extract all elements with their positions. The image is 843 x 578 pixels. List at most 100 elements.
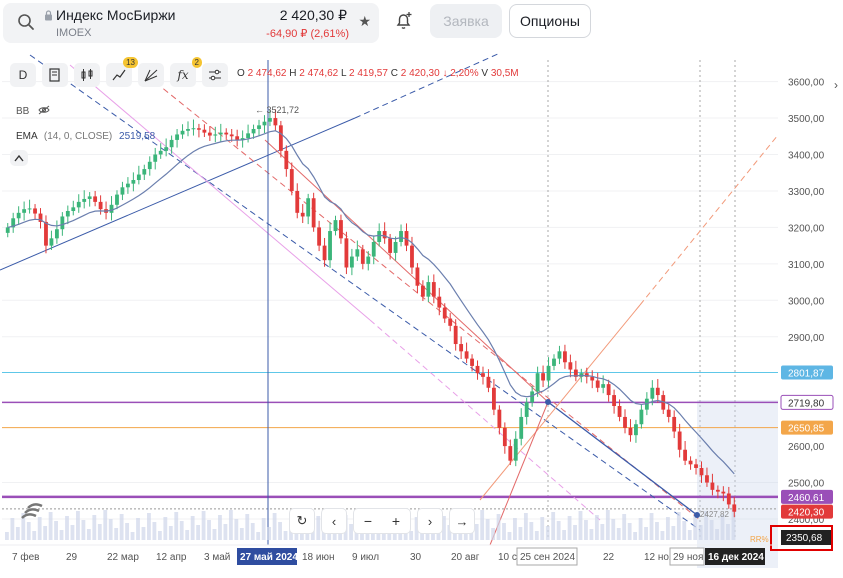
candle-body: [262, 121, 267, 126]
candle-body: [54, 229, 59, 239]
ohlc-open: 2 474,62: [247, 68, 287, 79]
star-icon[interactable]: ★: [358, 13, 371, 29]
volume-bar: [704, 511, 709, 540]
bell-plus-icon[interactable]: [393, 10, 415, 32]
volume-bar: [256, 532, 261, 540]
volume-bar: [507, 532, 512, 540]
chevron-right-icon[interactable]: ›: [834, 78, 838, 92]
candle-body: [344, 238, 349, 268]
x-axis-highlight-badge: [237, 548, 297, 565]
candle-body: [16, 212, 21, 219]
candle-body: [300, 212, 305, 217]
candle-body: [65, 210, 70, 217]
volume-bar: [349, 524, 353, 540]
interval-button[interactable]: D: [10, 63, 36, 87]
y-axis-badge: [781, 489, 833, 504]
candle-body: [136, 174, 141, 181]
volume-bar: [600, 524, 605, 540]
y-axis-badge-label: 2650,85: [788, 424, 825, 435]
candle-body: [186, 128, 190, 131]
indicators-icon[interactable]: fx 2: [170, 57, 202, 87]
candle-body: [180, 130, 185, 135]
x-tick-label: 18 июн: [302, 552, 335, 563]
candle-body: [448, 318, 453, 326]
high-annotation: ← 3521,72: [255, 105, 299, 115]
volume-bar: [108, 519, 113, 540]
candle-body: [142, 169, 147, 175]
candle-body: [317, 227, 322, 246]
ema-params: (14, 0, CLOSE): [43, 131, 113, 142]
volume-bar: [10, 518, 15, 540]
volume-bar: [37, 517, 42, 540]
scroll-right-icon[interactable]: ›: [417, 508, 443, 534]
options-button[interactable]: Опционы: [509, 4, 591, 38]
reset-icon[interactable]: ↻: [289, 508, 315, 534]
volume-bar: [212, 529, 217, 540]
candle-body: [273, 118, 278, 126]
volume-bar: [152, 522, 157, 540]
ticker-selector[interactable]: Индекс МосБиржи IMOEX 2 420,30 ₽ -64,90 …: [3, 3, 379, 43]
notes-icon[interactable]: [42, 63, 68, 87]
volume-bar: [86, 529, 91, 540]
candle-body: [382, 231, 387, 239]
ohlc-readout: O 2 474,62 H 2 474,62 L 2 419,57 C 2 420…: [237, 68, 519, 79]
candle-body: [213, 134, 218, 136]
go-to-end-icon[interactable]: →: [449, 508, 475, 534]
x-tick-label: 9 июл: [352, 552, 379, 563]
volume-bar: [545, 526, 550, 540]
settings-sliders-icon[interactable]: [202, 63, 228, 87]
volume-bar: [65, 516, 69, 540]
fib-icon[interactable]: [138, 63, 164, 87]
scroll-left-icon[interactable]: ‹: [321, 508, 347, 534]
volume-bar: [125, 523, 130, 540]
drawings-icon[interactable]: 13: [106, 57, 138, 87]
candle-body: [705, 475, 709, 483]
volume-bar: [234, 519, 239, 540]
candle-body: [328, 231, 332, 261]
candle-body: [535, 373, 540, 392]
candle-body: [552, 358, 556, 366]
volume-bar: [709, 520, 714, 540]
chevron-up-icon: [14, 154, 24, 162]
candles-icon[interactable]: [74, 63, 100, 87]
logo-stroke: [24, 508, 40, 514]
bb-label: BB: [16, 106, 30, 117]
candle-body: [175, 134, 179, 140]
candle-body: [442, 307, 447, 319]
volume-bar: [715, 529, 719, 540]
collapse-indicators-button[interactable]: [10, 150, 28, 166]
y-tick-label: 3500,00: [788, 114, 825, 125]
y-axis-badge: [781, 439, 833, 454]
x-tick-label: 7 фев: [12, 551, 39, 563]
candle-body: [655, 387, 660, 396]
candle-body: [672, 416, 677, 432]
volume-bar: [480, 510, 485, 540]
eye-hidden-icon[interactable]: [38, 105, 50, 115]
anchor-point: [694, 512, 700, 518]
y-axis-badge-label: 2460,61: [788, 493, 825, 504]
candle-body: [33, 208, 37, 214]
indicators-badge: 2: [191, 57, 202, 68]
x-tick-label: 20 авг: [451, 552, 480, 563]
zoom-out-icon[interactable]: −: [363, 513, 373, 529]
candle-body: [44, 221, 48, 246]
volume-bar: [207, 520, 211, 540]
candle-body: [612, 395, 617, 407]
volume-bar: [43, 526, 48, 540]
volume-bar: [26, 522, 31, 540]
trend-line: [264, 139, 549, 403]
chart-toolbar: D 13 fx 2: [10, 57, 228, 87]
volume-bar: [261, 518, 266, 540]
zoom-group: − +: [353, 508, 411, 534]
zoom-in-icon[interactable]: +: [391, 513, 401, 529]
candle-body: [278, 125, 283, 151]
x-tick-label: 22 мар: [107, 552, 139, 563]
candle-body: [366, 256, 371, 264]
order-button[interactable]: Заявка: [430, 4, 502, 38]
candle-body: [164, 147, 169, 151]
price-chart[interactable]: 3600,00 3500,00 3400,00 3300,00 3200,00 3100,…: [0, 53, 843, 578]
volume-bar: [638, 518, 643, 540]
volume-bar: [447, 525, 452, 540]
volume-bar: [720, 515, 725, 540]
candle-body: [683, 449, 688, 461]
